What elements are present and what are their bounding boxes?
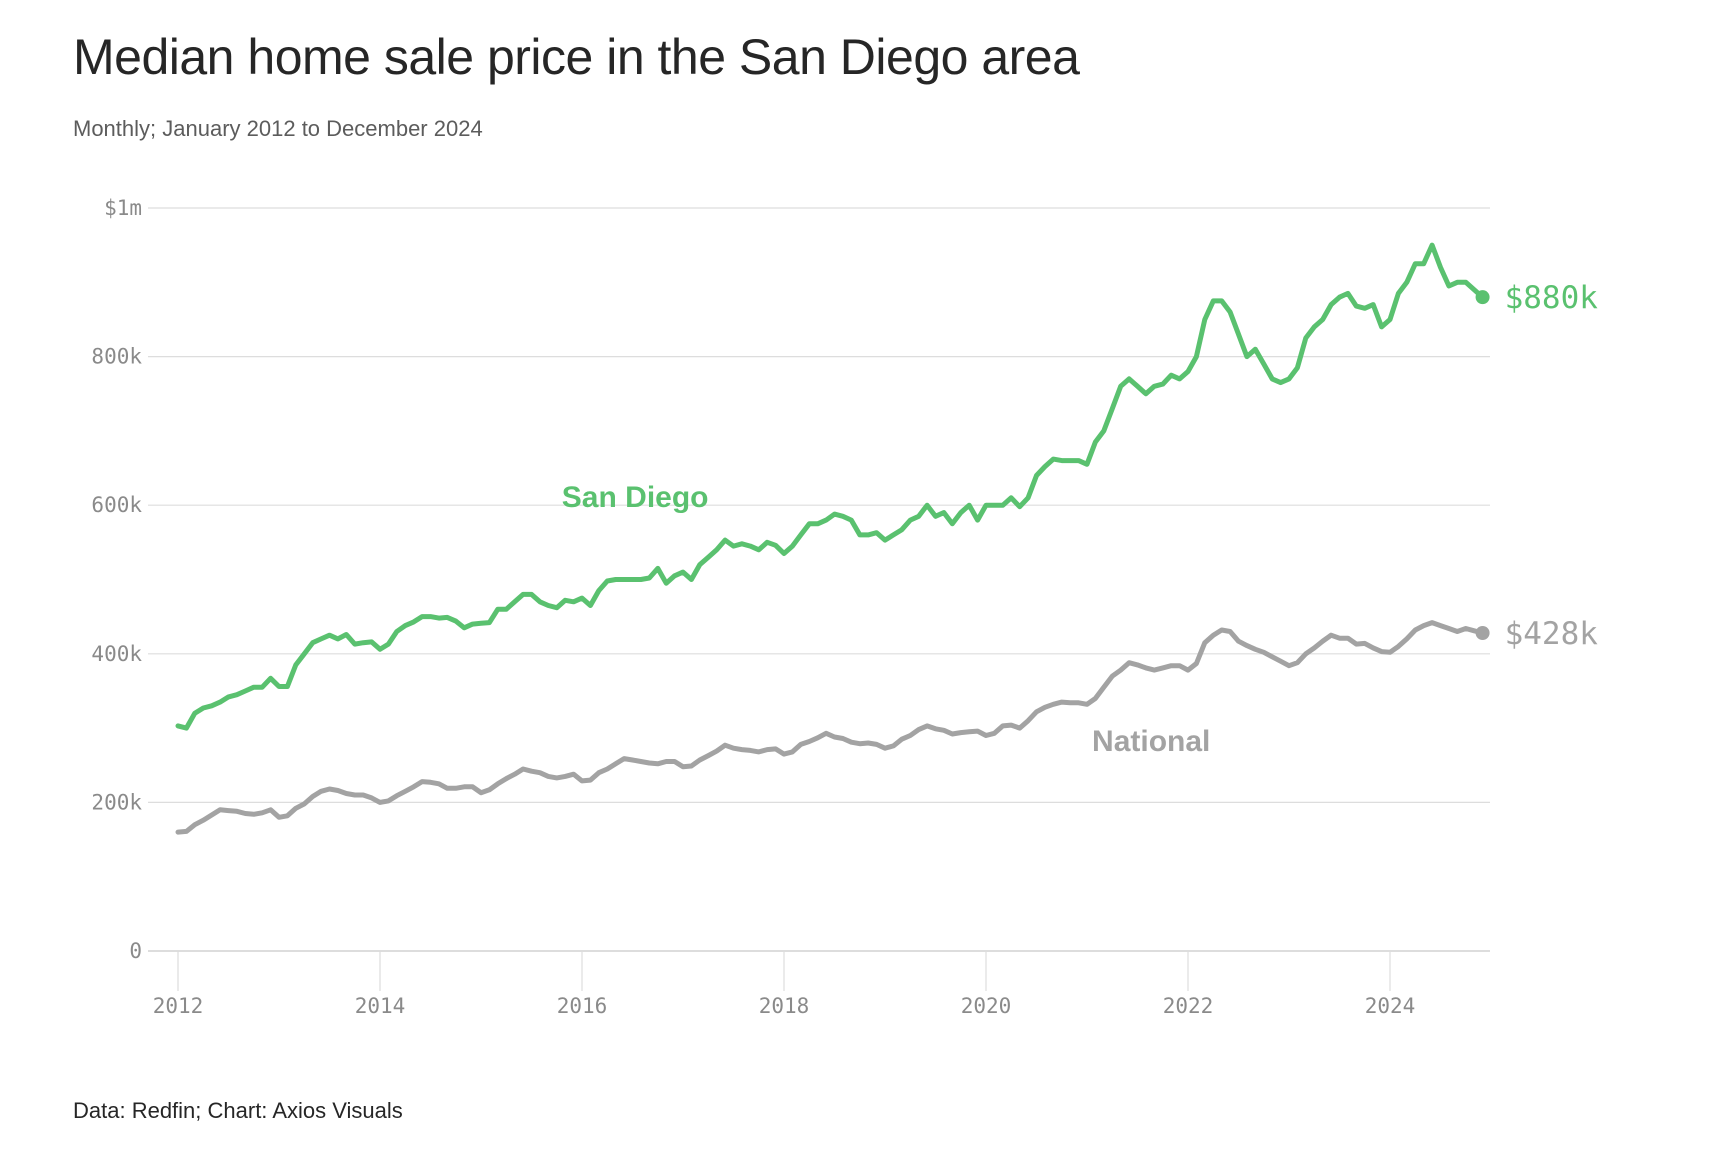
x-tick-label: 2012 — [153, 994, 204, 1018]
x-tick-label: 2016 — [557, 994, 608, 1018]
national-series-line — [175, 620, 1486, 835]
y-tick-label: 400k — [91, 642, 142, 666]
x-axis: 2012 2014 2016 2018 2020 2022 2024 — [153, 951, 1416, 1018]
y-axis: 0 200k 400k 600k 800k $1m — [91, 196, 142, 963]
san-diego-series-line — [175, 242, 1486, 731]
series-labels: San Diego National $880k $428k — [562, 280, 1598, 758]
x-tick-label: 2014 — [355, 994, 406, 1018]
x-tick-label: 2018 — [759, 994, 810, 1018]
x-tick-label: 2020 — [961, 994, 1012, 1018]
series-lines — [175, 242, 1490, 835]
x-tick-label: 2024 — [1365, 994, 1416, 1018]
y-tick-label: 200k — [91, 790, 142, 814]
chart-subtitle: Monthly; January 2012 to December 2024 — [73, 116, 483, 141]
x-tick-label: 2022 — [1163, 994, 1214, 1018]
chart-title: Median home sale price in the San Diego … — [73, 29, 1080, 85]
grid-lines — [148, 207, 1490, 952]
national-series-label: National — [1092, 725, 1210, 758]
national-end-value-label: $428k — [1505, 616, 1599, 652]
national-end-point — [1475, 625, 1490, 640]
y-tick-label: 600k — [91, 493, 142, 517]
y-tick-label: $1m — [104, 196, 142, 220]
san-diego-series-label: San Diego — [562, 481, 709, 514]
san-diego-end-value-label: $880k — [1505, 280, 1599, 316]
san-diego-end-point — [1475, 290, 1490, 305]
y-tick-label: 800k — [91, 345, 142, 369]
y-tick-label: 0 — [129, 939, 142, 963]
source-footer: Data: Redfin; Chart: Axios Visuals — [73, 1098, 403, 1123]
